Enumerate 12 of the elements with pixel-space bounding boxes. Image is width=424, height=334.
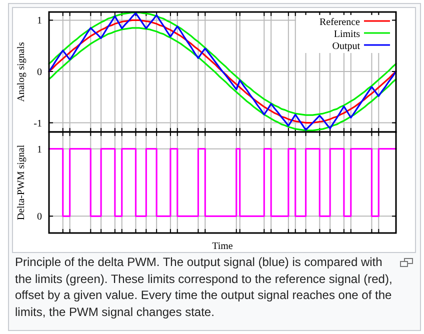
y-tick-label: 1: [37, 16, 42, 27]
y-tick-label: -1: [34, 118, 42, 130]
legend-label: Limits: [334, 29, 360, 40]
text: Principle of the delta PWM. The output signal (blue) is compared with the limits (green). These limits correspond to the reference signal (red), offset by a given value. Every time the output signal reaches one of the limits, the PWM signal changes state.: [15, 254, 394, 320]
legend-label: Output: [332, 41, 360, 52]
y-tick-label: 0: [37, 66, 42, 78]
y-axis-title: Analog signals: [16, 42, 27, 102]
legend-label: Reference: [319, 17, 361, 28]
y-tick-label: 0: [37, 212, 42, 223]
x-axis-title: Time: [212, 241, 234, 252]
y-axis-title: Delta-PWM signal: [16, 144, 27, 220]
y-tick-label: 1: [37, 144, 42, 156]
